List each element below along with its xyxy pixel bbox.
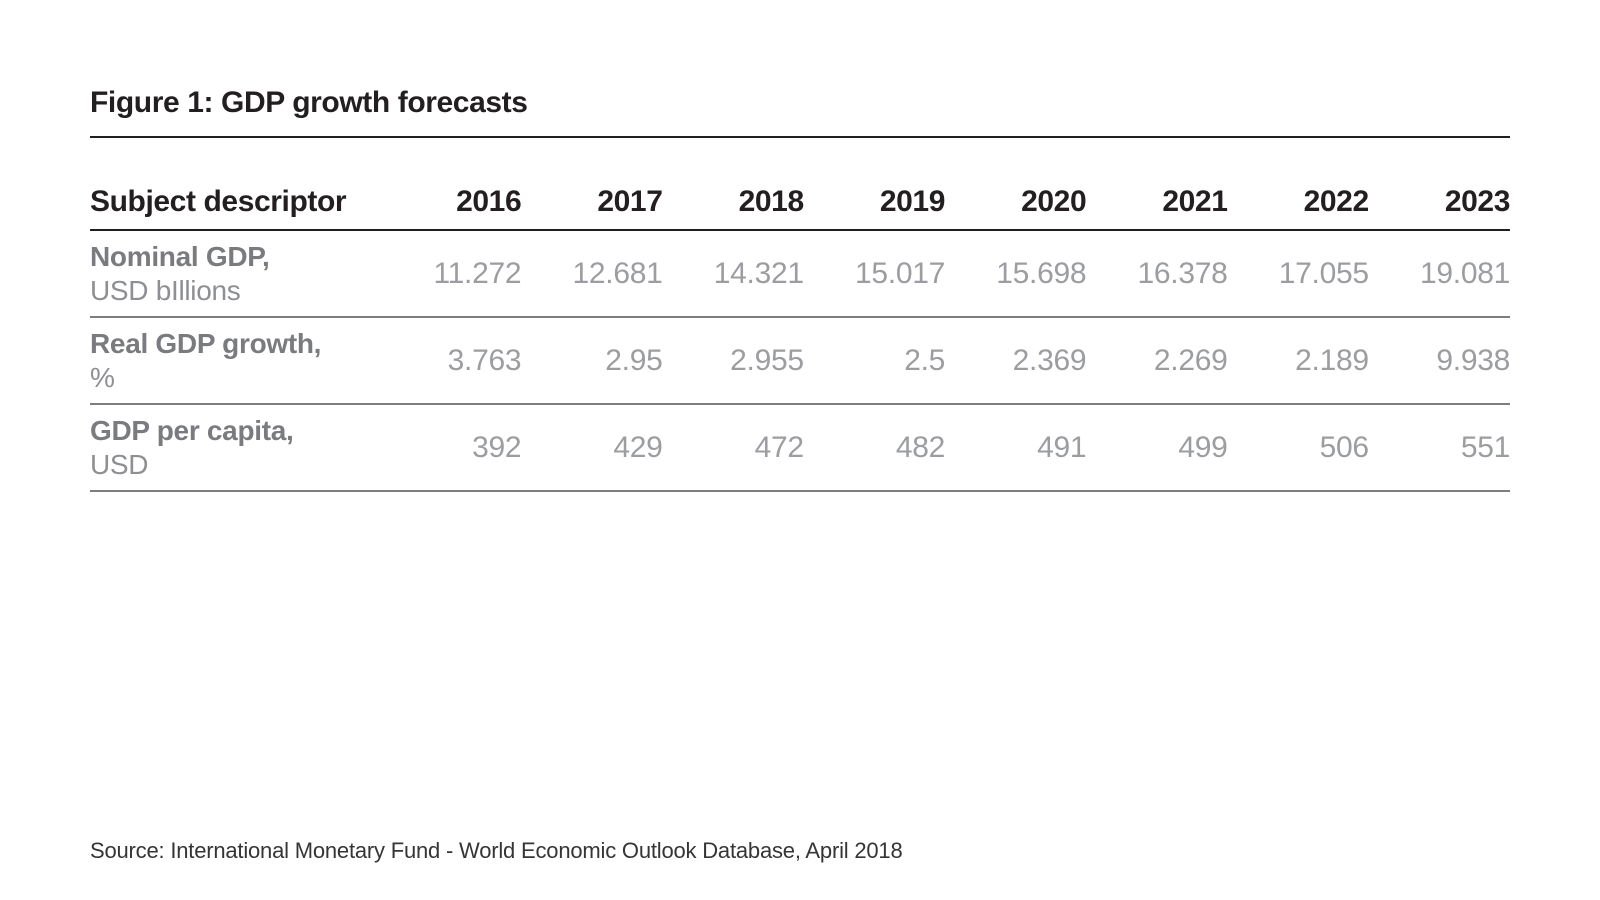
column-header-2019: 2019 [803,160,945,231]
row-label-sub: % [90,361,115,393]
cell-value: 506 [1227,404,1369,492]
column-header-2023: 2023 [1368,160,1510,231]
source-attribution: Source: International Monetary Fund - Wo… [90,838,903,863]
cell-value: 2.5 [803,317,945,405]
column-header-2020: 2020 [945,160,1087,231]
cell-value: 2.189 [1227,317,1369,405]
row-label-gdp-per-capita: GDP per capita, USD [90,404,380,492]
cell-value: 9.938 [1368,317,1510,405]
column-header-2016: 2016 [380,160,522,231]
cell-value: 2.95 [521,317,663,405]
cell-value: 2.955 [662,317,804,405]
cell-value: 499 [1086,404,1228,492]
cell-value: 14.321 [662,230,804,318]
cell-value: 472 [662,404,804,492]
column-header-subject-descriptor: Subject descriptor [90,160,380,231]
cell-value: 17.055 [1227,230,1369,318]
row-label-main: GDP per capita, [90,414,294,446]
row-label-main: Real GDP growth, [90,327,322,359]
cell-value: 491 [945,404,1087,492]
cell-value: 12.681 [521,230,663,318]
column-header-2017: 2017 [521,160,663,231]
table-row-gdp-per-capita: GDP per capita, USD 392 429 472 482 491 … [90,404,1510,492]
row-label-sub: USD [90,448,149,480]
cell-value: 19.081 [1368,230,1510,318]
table-header-row: Subject descriptor 2016 2017 2018 2019 2… [90,160,1510,231]
cell-value: 429 [521,404,663,492]
cell-value: 11.272 [380,230,522,318]
cell-value: 3.763 [380,317,522,405]
cell-value: 15.017 [803,230,945,318]
row-label-main: Nominal GDP, [90,240,270,272]
cell-value: 392 [380,404,522,492]
table-row-nominal-gdp: Nominal GDP, USD bIllions 11.272 12.681 … [90,230,1510,318]
cell-value: 551 [1368,404,1510,492]
row-label-real-gdp-growth: Real GDP growth, % [90,317,380,405]
cell-value: 482 [803,404,945,492]
title-rule [90,136,1510,138]
gdp-forecast-table: Subject descriptor 2016 2017 2018 2019 2… [90,160,1510,492]
column-header-2018: 2018 [662,160,804,231]
cell-value: 2.369 [945,317,1087,405]
cell-value: 16.378 [1086,230,1228,318]
table-row-real-gdp-growth: Real GDP growth, % 3.763 2.95 2.955 2.5 … [90,317,1510,405]
row-label-nominal-gdp: Nominal GDP, USD bIllions [90,230,380,318]
column-header-2021: 2021 [1086,160,1228,231]
row-label-sub: USD bIllions [90,274,241,306]
cell-value: 2.269 [1086,317,1228,405]
figure-title: Figure 1: GDP growth forecasts [90,86,528,119]
column-header-2022: 2022 [1227,160,1369,231]
cell-value: 15.698 [945,230,1087,318]
